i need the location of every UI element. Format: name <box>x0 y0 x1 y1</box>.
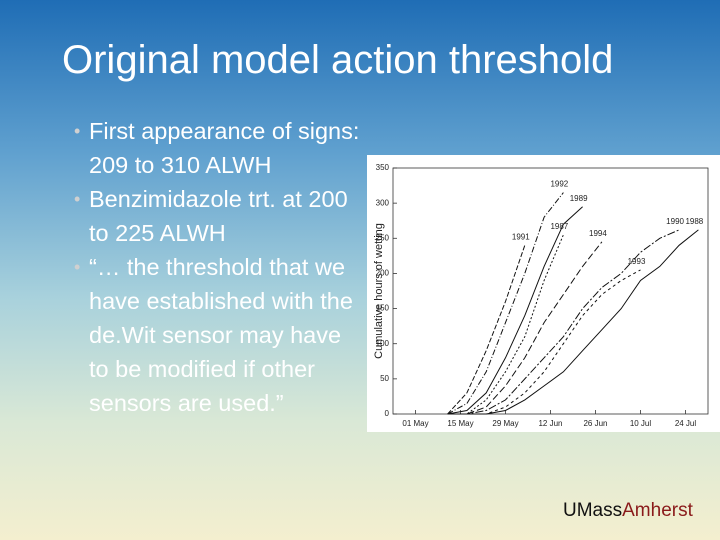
x-tick-label: 10 Jul <box>630 419 652 428</box>
x-tick-label: 01 May <box>402 419 428 428</box>
plot-frame <box>392 167 709 415</box>
series-line <box>447 229 699 415</box>
series-line <box>447 241 603 415</box>
bullet: Benzimidazole trt. at 200 to 225 ALWH <box>74 182 364 250</box>
series-label: 1991 <box>512 232 530 241</box>
y-tick-label: 0 <box>385 409 390 418</box>
series-label: 1990 <box>666 217 684 226</box>
series-label: 1993 <box>628 257 646 266</box>
bullet-list: First appearance of signs: 209 to 310 AL… <box>74 114 364 420</box>
x-tick-label: 15 May <box>447 419 473 428</box>
y-tick-label: 350 <box>376 163 390 172</box>
x-tick-label: 24 Jul <box>675 419 697 428</box>
x-tick-label: 26 Jun <box>583 419 607 428</box>
x-tick-label: 12 Jun <box>538 419 562 428</box>
slide-title: Original model action threshold <box>62 38 614 82</box>
series-label: 1992 <box>550 180 568 189</box>
bullet: “… the threshold that we have establishe… <box>74 250 364 420</box>
y-tick-label: 150 <box>376 304 390 313</box>
footer-brand: UMassAmherst <box>563 500 693 522</box>
series-line <box>447 234 564 415</box>
series-label: 1988 <box>685 217 703 226</box>
brand-accent: Amherst <box>622 500 693 521</box>
brand: UMass <box>563 500 623 521</box>
series-label: 1989 <box>570 194 588 203</box>
y-tick-label: 100 <box>376 339 390 348</box>
series-line <box>447 229 680 415</box>
y-tick-label: 300 <box>376 198 390 207</box>
y-tick-label: 50 <box>380 374 389 383</box>
series-line <box>447 192 564 415</box>
y-axis-title: Cumulative hours of wetting <box>373 223 385 359</box>
y-tick-label: 200 <box>376 269 390 278</box>
series-label: 1994 <box>589 229 607 238</box>
y-tick-label: 250 <box>376 233 390 242</box>
series-label: 1987 <box>550 222 568 231</box>
series-line <box>447 245 526 415</box>
chart: Cumulative hours of wetting 0 50 100 150 200… <box>367 155 720 432</box>
series-line <box>447 206 583 415</box>
series-line <box>447 269 641 415</box>
x-tick-label: 29 May <box>492 419 518 428</box>
bullet: First appearance of signs: 209 to 310 AL… <box>74 114 364 182</box>
